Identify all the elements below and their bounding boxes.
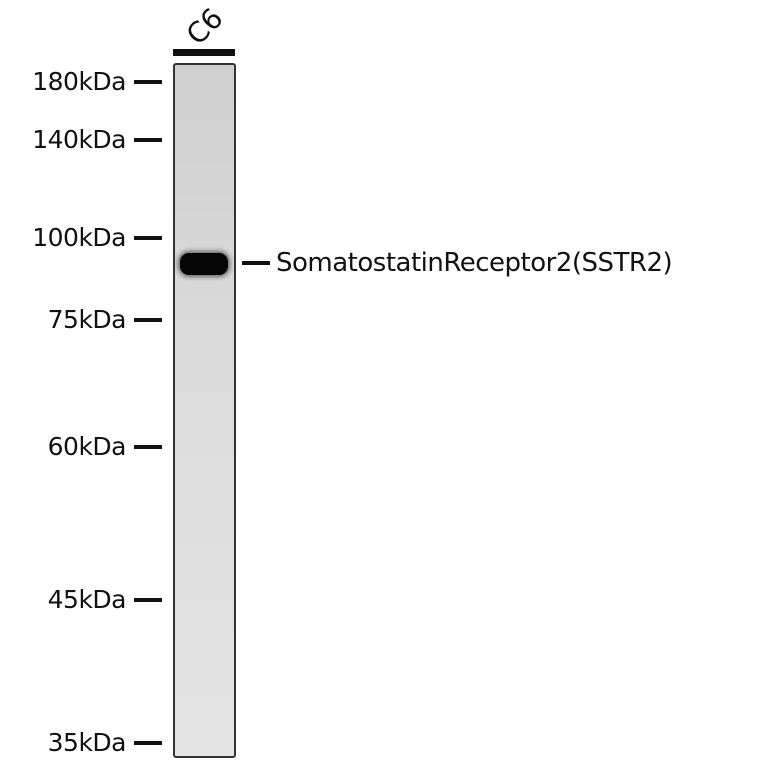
- blot-lane: [173, 63, 236, 758]
- protein-band: [180, 253, 228, 275]
- marker-tick: [134, 236, 162, 240]
- marker-100: 100kDa: [0, 223, 162, 253]
- marker-60: 60kDa: [0, 432, 162, 462]
- marker-tick: [134, 741, 162, 745]
- marker-75: 75kDa: [0, 305, 162, 335]
- target-tick: [242, 261, 270, 265]
- marker-35: 35kDa: [0, 728, 162, 758]
- lane-bar: [173, 49, 235, 56]
- marker-tick: [134, 80, 162, 84]
- marker-180: 180kDa: [0, 67, 162, 97]
- marker-tick: [134, 138, 162, 142]
- marker-tick: [134, 318, 162, 322]
- marker-tick: [134, 445, 162, 449]
- lane-label: C6: [179, 1, 230, 52]
- marker-tick: [134, 598, 162, 602]
- marker-45: 45kDa: [0, 585, 162, 615]
- marker-140: 140kDa: [0, 125, 162, 155]
- target-label: SomatostatinReceptor2(SSTR2): [276, 248, 673, 278]
